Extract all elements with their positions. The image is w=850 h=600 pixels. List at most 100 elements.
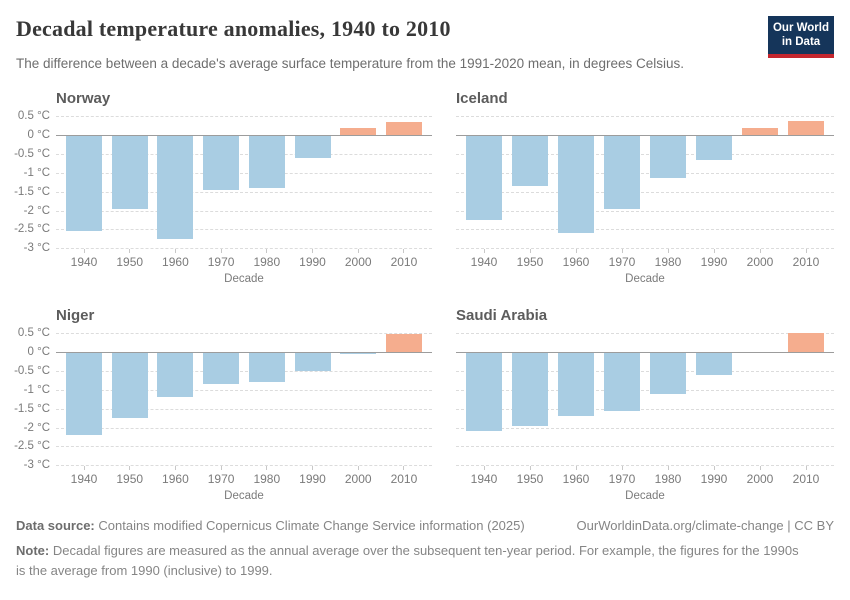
bar-slots-niger: [56, 333, 432, 465]
x-tick-label: 1990: [299, 255, 326, 270]
bar-iceland-1940[interactable]: [466, 135, 502, 220]
bar-norway-1960[interactable]: [157, 135, 194, 239]
x-tick-label: 1980: [654, 255, 682, 270]
y-tick-label: -1 °C: [23, 383, 50, 396]
y-tick-label: -2.5 °C: [14, 223, 50, 236]
bar-saudi-arabia-2010[interactable]: [788, 333, 824, 353]
bar-slot-2010: [788, 333, 824, 465]
bar-niger-1940[interactable]: [66, 352, 102, 436]
data-source-text: Contains modified Copernicus Climate Cha…: [98, 518, 525, 534]
chart-title-iceland: Iceland: [456, 90, 508, 108]
bar-iceland-1990[interactable]: [696, 135, 732, 160]
x-tick-label: 1990: [299, 472, 326, 487]
bar-iceland-1970[interactable]: [604, 135, 640, 209]
bar-saudi-arabia-1990[interactable]: [696, 352, 732, 375]
x-tick-mark: [312, 466, 314, 471]
gridline: [456, 446, 834, 448]
bar-iceland-2010[interactable]: [788, 120, 824, 136]
x-tick-1960: 1960: [558, 466, 594, 486]
owid-logo-line2: in Data: [781, 36, 821, 49]
bar-saudi-arabia-1950[interactable]: [512, 352, 548, 426]
source-row: Data source: Contains modified Copernicu…: [16, 518, 834, 533]
bar-iceland-1980[interactable]: [650, 135, 686, 179]
y-tick-label: -3 °C: [23, 459, 50, 472]
bar-niger-1980[interactable]: [248, 352, 285, 383]
zero-axis-line: [456, 135, 834, 137]
bar-slot-1940: [466, 116, 502, 248]
bar-saudi-arabia-1980[interactable]: [650, 352, 686, 394]
bar-slot-1960: [558, 333, 594, 465]
x-tick-1970: 1970: [203, 249, 239, 269]
bar-saudi-arabia-1970[interactable]: [604, 352, 640, 411]
bar-norway-1950[interactable]: [111, 135, 148, 209]
bar-slot-1990: [294, 333, 331, 465]
x-tick-1940: 1940: [466, 466, 502, 486]
x-tick-mark: [621, 466, 623, 471]
x-tick-1990: 1990: [696, 249, 732, 269]
page-subtitle: The difference between a decade's averag…: [16, 56, 684, 71]
bar-niger-1960[interactable]: [157, 352, 194, 398]
chart-title-niger: Niger: [56, 307, 95, 325]
chart-saudi-arabia: Saudi Arabia 1940 1950 1960 1970 1980 1990 2000…: [456, 307, 834, 502]
bar-norway-2010[interactable]: [385, 121, 422, 136]
y-axis-norway: 0.5 °C 0 °C -0.5 °C -1 °C -1.5 °C -2 °C -2.5 °…: [14, 110, 56, 254]
gridline: [456, 116, 834, 118]
bar-niger-1990[interactable]: [294, 352, 331, 371]
x-tick-label: 1970: [207, 255, 235, 270]
y-axis-niger: 0.5 °C 0 °C -0.5 °C -1 °C -1.5 °C -2 °C -2.5 °…: [14, 327, 56, 471]
x-tick-2010: 2010: [788, 466, 824, 486]
x-tick-mark: [129, 466, 131, 471]
x-tick-label: 1980: [253, 472, 281, 487]
chart-body-norway: 0.5 °C 0 °C -0.5 °C -1 °C -1.5 °C -2 °C -2.5 °…: [14, 110, 432, 285]
bar-norway-1980[interactable]: [248, 135, 285, 188]
bar-norway-2000[interactable]: [340, 127, 377, 136]
credit-link[interactable]: OurWorldinData.org/climate-change | CC B…: [576, 518, 834, 534]
bar-saudi-arabia-1960[interactable]: [558, 352, 594, 417]
bar-niger-1950[interactable]: [111, 352, 148, 419]
bar-slot-1970: [203, 333, 240, 465]
x-tick-mark: [403, 249, 405, 254]
x-tick-mark: [83, 249, 85, 254]
x-tick-label: 2010: [792, 472, 820, 487]
gridline: [56, 210, 432, 212]
bar-norway-1970[interactable]: [203, 135, 240, 190]
bar-niger-1970[interactable]: [203, 352, 240, 385]
bar-iceland-1960[interactable]: [558, 135, 594, 234]
x-tick-mark: [174, 466, 176, 471]
gridline: [56, 116, 432, 118]
x-tick-1970: 1970: [203, 466, 239, 486]
bar-slot-1950: [512, 116, 548, 248]
x-tick-mark: [759, 249, 761, 254]
x-tick-2000: 2000: [340, 466, 376, 486]
x-tick-label: 1960: [562, 472, 590, 487]
data-source: Data source: Contains modified Copernicu…: [16, 518, 525, 533]
x-tick-mark: [575, 466, 577, 471]
y-tick-label: -2 °C: [23, 421, 50, 434]
bar-iceland-1950[interactable]: [512, 135, 548, 186]
owid-logo[interactable]: Our World in Data: [768, 16, 834, 58]
zero-axis-line: [456, 352, 834, 354]
x-tick-mark: [667, 249, 669, 254]
bar-slot-1950: [111, 116, 148, 248]
bar-niger-2010[interactable]: [385, 334, 422, 353]
gridline: [56, 248, 432, 250]
bar-saudi-arabia-1940[interactable]: [466, 352, 502, 432]
footnote-text: Decadal figures are measured as the annu…: [16, 543, 799, 578]
x-tick-2000: 2000: [340, 249, 376, 269]
bar-slot-2010: [385, 116, 422, 248]
x-tick-label: 1940: [70, 255, 98, 270]
bar-norway-1940[interactable]: [66, 135, 102, 232]
bar-iceland-2000[interactable]: [742, 127, 778, 136]
charts-grid: Norway 0.5 °C 0 °C -0.5 °C -1 °C -1.5 °C -2 °C…: [14, 90, 834, 502]
x-tick-mark: [529, 466, 531, 471]
y-tick-label: -0.5 °C: [14, 147, 50, 160]
x-tick-label: 1980: [253, 255, 281, 270]
x-tick-mark: [713, 466, 715, 471]
zero-axis-line: [56, 352, 432, 354]
bar-slot-1960: [157, 333, 194, 465]
chart-body-niger: 0.5 °C 0 °C -0.5 °C -1 °C -1.5 °C -2 °C -2.5 °…: [14, 327, 432, 502]
footnote: Note: Decadal figures are measured as th…: [16, 541, 806, 580]
gridline: [456, 172, 834, 174]
bar-norway-1990[interactable]: [294, 135, 331, 158]
